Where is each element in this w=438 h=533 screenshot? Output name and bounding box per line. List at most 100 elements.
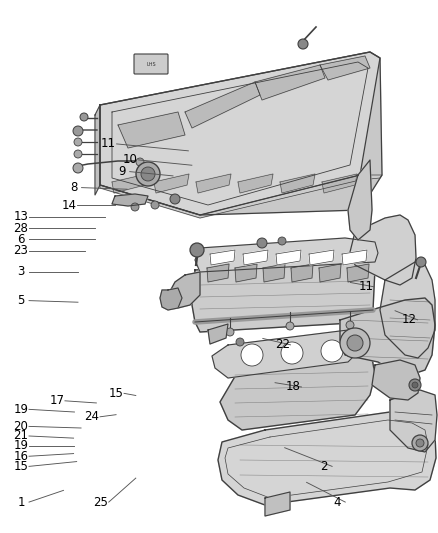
Polygon shape — [207, 264, 229, 282]
Circle shape — [412, 382, 418, 388]
Circle shape — [416, 439, 424, 447]
Circle shape — [74, 138, 82, 146]
Circle shape — [416, 257, 426, 267]
Polygon shape — [255, 65, 325, 100]
Circle shape — [141, 167, 155, 181]
Text: 11: 11 — [101, 138, 116, 150]
Text: 13: 13 — [14, 211, 28, 223]
Text: 15: 15 — [109, 387, 124, 400]
Text: 5: 5 — [18, 294, 25, 307]
Text: 15: 15 — [14, 460, 28, 473]
Polygon shape — [238, 174, 273, 193]
Polygon shape — [243, 250, 268, 265]
Circle shape — [281, 342, 303, 364]
Polygon shape — [340, 298, 435, 375]
Polygon shape — [350, 215, 416, 285]
Circle shape — [131, 203, 139, 211]
Text: 3: 3 — [18, 265, 25, 278]
Circle shape — [74, 150, 82, 158]
Polygon shape — [100, 52, 380, 215]
Polygon shape — [100, 175, 382, 218]
Text: 20: 20 — [14, 420, 28, 433]
Text: 28: 28 — [14, 222, 28, 235]
Text: 19: 19 — [14, 439, 28, 452]
Text: 8: 8 — [70, 181, 77, 194]
Polygon shape — [118, 112, 185, 148]
Text: 6: 6 — [17, 233, 25, 246]
Circle shape — [278, 237, 286, 245]
Text: 23: 23 — [14, 244, 28, 257]
FancyBboxPatch shape — [134, 54, 168, 74]
Text: 4: 4 — [333, 496, 341, 508]
Polygon shape — [372, 360, 420, 400]
Text: 21: 21 — [14, 430, 28, 442]
Circle shape — [340, 328, 370, 358]
Circle shape — [190, 243, 204, 257]
Circle shape — [409, 379, 421, 391]
Polygon shape — [192, 258, 375, 332]
Polygon shape — [347, 264, 369, 282]
Polygon shape — [208, 324, 228, 344]
Polygon shape — [265, 492, 290, 516]
Circle shape — [236, 338, 244, 346]
Polygon shape — [100, 52, 382, 215]
Text: 1: 1 — [17, 496, 25, 508]
Polygon shape — [348, 160, 372, 240]
Text: 16: 16 — [14, 450, 28, 463]
Polygon shape — [291, 264, 313, 282]
Circle shape — [136, 158, 144, 166]
Circle shape — [241, 344, 263, 366]
Text: 18: 18 — [286, 381, 301, 393]
Text: 12: 12 — [402, 313, 417, 326]
Circle shape — [80, 113, 88, 121]
Circle shape — [321, 340, 343, 362]
Circle shape — [298, 39, 308, 49]
Circle shape — [226, 328, 234, 336]
Polygon shape — [319, 264, 341, 282]
Polygon shape — [218, 412, 436, 505]
Polygon shape — [380, 262, 435, 358]
Text: 9: 9 — [118, 165, 126, 178]
Circle shape — [151, 201, 159, 209]
Polygon shape — [235, 264, 257, 282]
Polygon shape — [263, 264, 285, 282]
Polygon shape — [309, 250, 334, 265]
Text: 14: 14 — [62, 199, 77, 212]
Circle shape — [73, 163, 83, 173]
Polygon shape — [196, 174, 231, 193]
Text: 10: 10 — [123, 154, 138, 166]
Polygon shape — [154, 174, 189, 193]
Text: 22: 22 — [275, 338, 290, 351]
Polygon shape — [320, 56, 370, 80]
Polygon shape — [220, 350, 375, 430]
Polygon shape — [195, 238, 378, 272]
Circle shape — [257, 238, 267, 248]
Circle shape — [136, 162, 160, 186]
Polygon shape — [160, 288, 182, 310]
Circle shape — [170, 194, 180, 204]
Polygon shape — [342, 250, 367, 265]
Polygon shape — [112, 174, 147, 193]
Polygon shape — [390, 390, 437, 452]
Circle shape — [347, 335, 363, 351]
Text: LHS: LHS — [146, 62, 156, 68]
Polygon shape — [185, 82, 260, 128]
Polygon shape — [322, 174, 357, 193]
Polygon shape — [112, 194, 148, 206]
Polygon shape — [210, 250, 235, 265]
Polygon shape — [212, 330, 360, 378]
Text: 24: 24 — [85, 410, 99, 423]
Circle shape — [286, 322, 294, 330]
Circle shape — [412, 435, 428, 451]
Polygon shape — [168, 272, 200, 308]
Text: 2: 2 — [320, 460, 328, 473]
Text: 17: 17 — [49, 394, 64, 407]
Polygon shape — [95, 105, 100, 195]
Circle shape — [346, 321, 354, 329]
Circle shape — [73, 126, 83, 136]
Polygon shape — [276, 250, 301, 265]
Polygon shape — [280, 174, 315, 193]
Text: 19: 19 — [14, 403, 28, 416]
Text: 11: 11 — [358, 280, 373, 293]
Text: 25: 25 — [93, 496, 108, 508]
